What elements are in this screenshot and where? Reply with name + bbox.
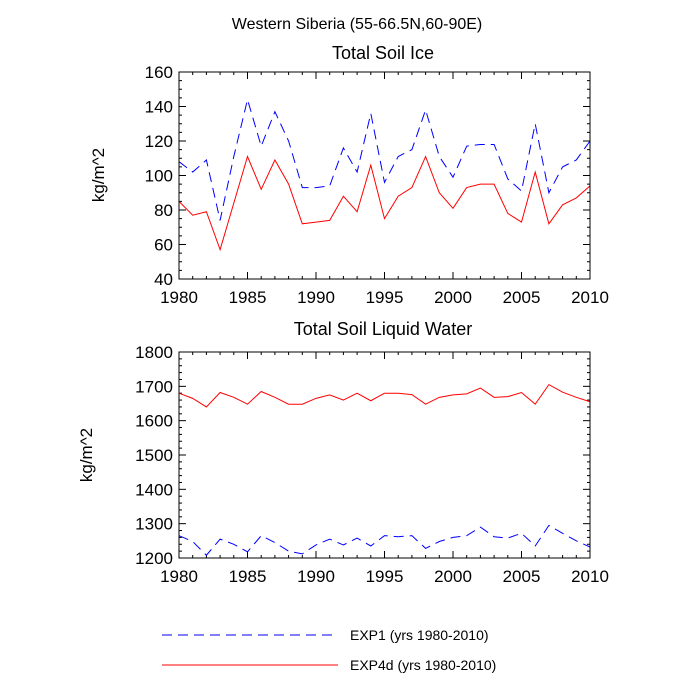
soil-ice-x-tick-label: 1990 [297, 288, 335, 307]
soil-liquid-water-y-tick-label: 1200 [135, 549, 173, 568]
soil-ice-x-tick-label: 2005 [503, 288, 541, 307]
soil-liquid-water-series-exp4d-line [178, 383, 591, 408]
soil-ice-series-exp4d-line [178, 155, 591, 252]
soil-liquid-water-x-tick-label: 2000 [434, 567, 472, 586]
soil-ice-y-tick-label: 40 [154, 270, 173, 289]
figure-title: Western Siberia (55-66.5N,60-90E) [232, 16, 483, 33]
soil-ice-title: Total Soil Ice [332, 43, 434, 63]
soil-ice-y-tick-label: 160 [145, 63, 173, 82]
soil-liquid-water-x-tick-label: 1990 [297, 567, 335, 586]
soil-liquid-water-x-tick-label: 2010 [571, 567, 609, 586]
soil-ice-ylabel: kg/m^2 [89, 148, 108, 202]
soil-ice-x-tick-label: 2010 [571, 288, 609, 307]
soil-liquid-water-x-tick-label: 1985 [229, 567, 267, 586]
soil-ice-plot-frame [178, 71, 591, 280]
soil-liquid-water-x-tick-label: 1995 [366, 567, 404, 586]
legend-exp1-label: EXP1 (yrs 1980-2010) [350, 627, 489, 643]
legend-exp4d-label: EXP4d (yrs 1980-2010) [350, 657, 496, 673]
soil-ice-series-exp1-line [178, 97, 591, 221]
soil-ice-x-tick-label: 1980 [160, 288, 198, 307]
soil-liquid-water-title: Total Soil Liquid Water [294, 319, 472, 339]
soil-ice-y-tick-label: 140 [145, 98, 173, 117]
soil-liquid-water-x-tick-label: 1980 [160, 567, 198, 586]
soil-liquid-water-y-tick-label: 1500 [135, 446, 173, 465]
soil-liquid-water-y-tick-label: 1300 [135, 515, 173, 534]
soil-liquid-water-y-tick-label: 1600 [135, 412, 173, 431]
soil-ice-x-tick-label: 1985 [229, 288, 267, 307]
soil-ice-y-tick-label: 100 [145, 167, 173, 186]
soil-liquid-water-panel: Total Soil Liquid Water kg/m^2 1980 1985 1… [77, 319, 609, 586]
soil-ice-y-tick-label: 60 [154, 236, 173, 255]
soil-liquid-water-y-tick-label: 1700 [135, 377, 173, 396]
soil-ice-x-tick-label: 2000 [434, 288, 472, 307]
soil-liquid-water-x-tick-label: 2005 [503, 567, 541, 586]
soil-ice-x-tick-label: 1995 [366, 288, 404, 307]
soil-liquid-water-plot-frame [178, 351, 591, 559]
soil-liquid-water-y-tick-label: 1400 [135, 480, 173, 499]
legend: EXP1 (yrs 1980-2010) EXP4d (yrs 1980-201… [162, 627, 496, 673]
soil-ice-panel: Total Soil Ice kg/m^2 1980 1985 1990 1995 20… [89, 43, 609, 307]
soil-liquid-water-ylabel: kg/m^2 [77, 428, 96, 482]
soil-liquid-water-y-tick-label: 1800 [135, 343, 173, 362]
soil-ice-y-tick-label: 120 [145, 132, 173, 151]
soil-ice-y-tick-label: 80 [154, 201, 173, 220]
soil-liquid-water-series-exp1-line [178, 524, 591, 556]
